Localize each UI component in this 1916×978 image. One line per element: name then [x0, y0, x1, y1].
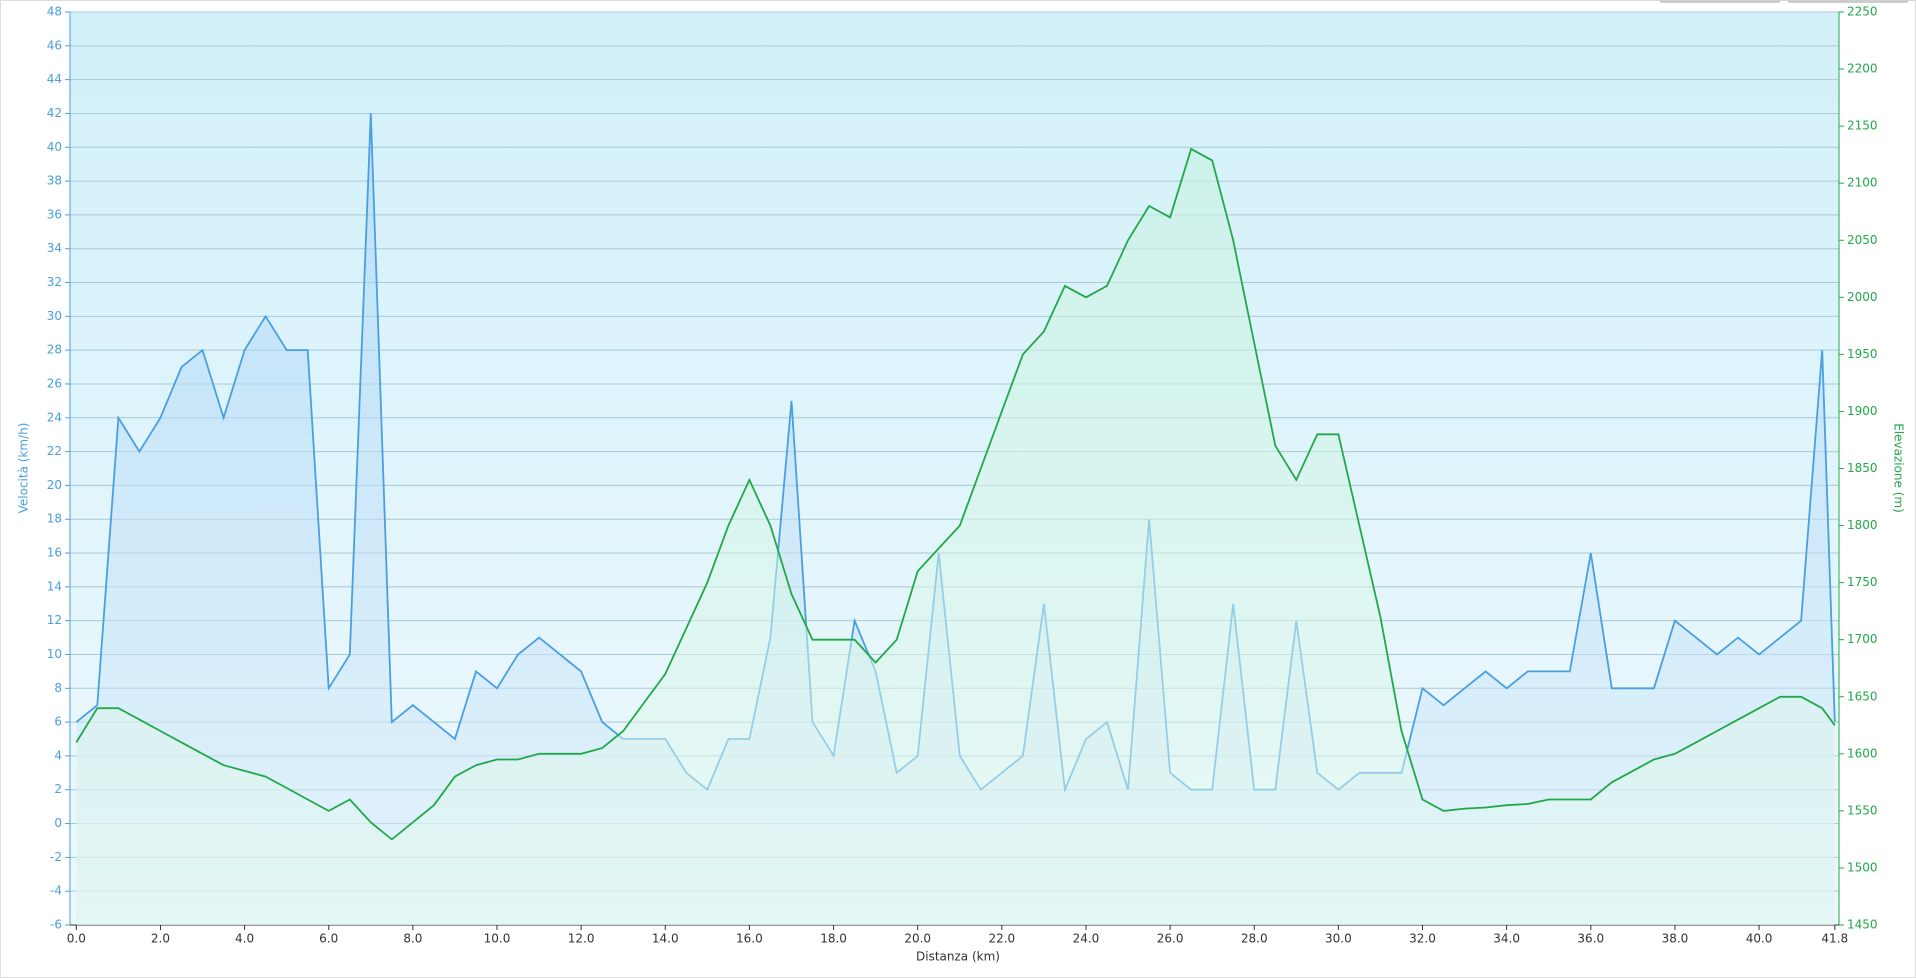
y-tick-label: 36	[47, 207, 62, 221]
y-tick-label: 38	[47, 174, 62, 188]
y2-tick-label: 1550	[1847, 803, 1878, 817]
y2-tick-label: 1700	[1847, 632, 1878, 646]
y-tick-label: 6	[54, 715, 62, 729]
x-tick-label: 32.0	[1409, 932, 1436, 946]
y-tick-label: 44	[47, 72, 62, 86]
y2-tick-label: 2100	[1847, 176, 1878, 190]
x-tick-label: 28.0	[1241, 932, 1268, 946]
x-tick-label: 24.0	[1073, 932, 1100, 946]
y2-tick-label: 2000	[1847, 290, 1878, 304]
series-area	[76, 113, 1835, 925]
y-tick-label: 4	[54, 748, 62, 762]
y-tick-label: -4	[50, 884, 62, 898]
x-tick-label: 12.0	[568, 932, 595, 946]
x-tick-label: 22.0	[988, 932, 1015, 946]
y-tick-label: 30	[47, 309, 62, 323]
y2-tick-label: 1600	[1847, 746, 1878, 760]
y-tick-label: 22	[47, 444, 62, 458]
y-tick-label: 40	[47, 140, 62, 154]
x-tick-label: 8.0	[403, 932, 422, 946]
y-tick-label: 42	[47, 106, 62, 120]
y-tick-label: 18	[47, 512, 62, 526]
y-tick-label: 10	[47, 647, 62, 661]
y2-tick-label: 1800	[1847, 518, 1878, 532]
y-tick-label: 20	[47, 478, 62, 492]
y2-tick-label: 2150	[1847, 119, 1878, 133]
x-tick-label: 36.0	[1577, 932, 1604, 946]
x-tick-label: 2.0	[151, 932, 170, 946]
x-tick-label: 38.0	[1662, 932, 1689, 946]
y-tick-label: 14	[47, 579, 62, 593]
y-tick-label: -6	[50, 918, 62, 932]
x-axis-label: Distanza (km)	[916, 950, 1000, 964]
y-tick-label: 34	[47, 241, 62, 255]
y2-tick-label: 1650	[1847, 689, 1878, 703]
x-tick-label: 34.0	[1493, 932, 1520, 946]
button[interactable]	[1788, 0, 1908, 3]
x-tick-label: 20.0	[904, 932, 931, 946]
button[interactable]	[1660, 0, 1780, 3]
y-tick-label: 32	[47, 275, 62, 289]
y2-tick-label: 2200	[1847, 62, 1878, 76]
y2-tick-label: 1900	[1847, 404, 1878, 418]
x-tick-label: 14.0	[652, 932, 679, 946]
series-line	[75, 147, 1836, 841]
y-tick-label: 24	[47, 410, 62, 424]
y-tick-label: 0	[54, 816, 62, 830]
y2-tick-label: 1450	[1847, 918, 1878, 932]
y-tick-label: 28	[47, 343, 62, 357]
y2-tick-label: 2250	[1847, 5, 1878, 19]
y-tick-label: 16	[47, 546, 62, 560]
y-tick-label: 46	[47, 38, 62, 52]
y-axis-label: Velocità (km/h)	[17, 423, 31, 514]
x-tick-label: 10.0	[484, 932, 511, 946]
y2-tick-label: 2050	[1847, 233, 1878, 247]
x-tick-label: 16.0	[736, 932, 763, 946]
x-tick-label: 40.0	[1746, 932, 1773, 946]
y-tick-label: 26	[47, 376, 62, 390]
x-tick-label: 6.0	[319, 932, 338, 946]
y2-tick-label: 1750	[1847, 575, 1878, 589]
y2-tick-label: 1950	[1847, 347, 1878, 361]
y2-tick-label: 1500	[1847, 860, 1878, 874]
x-tick-label: 26.0	[1157, 932, 1184, 946]
y2-tick-label: 1850	[1847, 461, 1878, 475]
y-tick-label: 12	[47, 613, 62, 627]
x-tick-label: 4.0	[235, 932, 254, 946]
y-tick-label: 8	[54, 681, 62, 695]
y2-axis-label: Elevazione (m)	[1892, 423, 1906, 513]
y-tick-label: -2	[50, 850, 62, 864]
x-tick-label: 41.8	[1821, 932, 1848, 946]
y-tick-label: 48	[47, 5, 62, 19]
x-tick-label: 18.0	[820, 932, 847, 946]
y-tick-label: 2	[54, 782, 62, 796]
x-tick-label: 0.0	[67, 932, 86, 946]
series-area	[76, 149, 1835, 925]
x-tick-label: 30.0	[1325, 932, 1352, 946]
